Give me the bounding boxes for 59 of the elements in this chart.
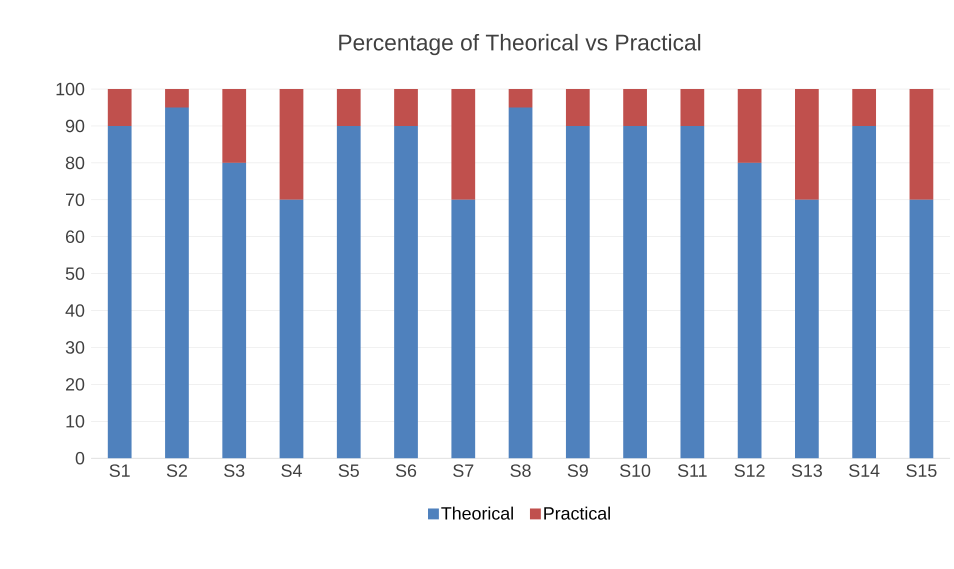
bar bbox=[108, 89, 132, 126]
bar bbox=[795, 89, 819, 200]
bar bbox=[508, 89, 532, 108]
bar bbox=[738, 162, 762, 458]
bar bbox=[852, 126, 876, 458]
bar bbox=[566, 89, 590, 126]
x-tick-label: S12 bbox=[734, 464, 765, 477]
x-tick-label: S14 bbox=[849, 464, 880, 477]
bar bbox=[394, 126, 418, 458]
bar bbox=[910, 89, 934, 200]
bar bbox=[394, 89, 418, 126]
y-tick-label: 40 bbox=[66, 304, 84, 317]
bar bbox=[165, 89, 189, 108]
x-tick-label: S6 bbox=[396, 464, 416, 477]
x-tick-label: S7 bbox=[453, 464, 474, 477]
x-tick-label: S8 bbox=[510, 464, 531, 477]
bar bbox=[623, 126, 647, 458]
legend-label: Theorical bbox=[441, 506, 513, 520]
y-tick-label: 90 bbox=[66, 120, 84, 132]
bar bbox=[222, 162, 246, 458]
bar bbox=[336, 89, 361, 126]
y-tick-label: 70 bbox=[66, 193, 84, 206]
bar bbox=[738, 89, 762, 163]
bar bbox=[566, 126, 590, 458]
bar bbox=[680, 126, 704, 458]
x-tick-label: S3 bbox=[224, 464, 244, 477]
x-tick-label: S2 bbox=[166, 464, 187, 477]
bar bbox=[336, 126, 361, 458]
x-tick-label: S4 bbox=[281, 464, 302, 477]
bar bbox=[852, 89, 876, 126]
y-tick-label: 30 bbox=[66, 341, 84, 354]
bar bbox=[280, 89, 304, 200]
y-tick-label: 20 bbox=[66, 378, 84, 391]
bar bbox=[680, 89, 704, 126]
y-tick-label: 0 bbox=[76, 452, 84, 464]
bar bbox=[451, 200, 476, 458]
y-tick-label: 10 bbox=[66, 414, 84, 428]
bar bbox=[910, 200, 934, 458]
y-tick-label: 50 bbox=[66, 267, 84, 280]
y-tick-label: 60 bbox=[66, 230, 84, 243]
x-tick-label: S9 bbox=[568, 464, 588, 477]
bar bbox=[623, 89, 647, 126]
x-tick-label: S13 bbox=[792, 464, 822, 477]
x-tick-label: S10 bbox=[620, 464, 650, 477]
x-tick-label: S11 bbox=[678, 464, 707, 477]
bar bbox=[508, 108, 532, 458]
bar bbox=[222, 89, 246, 163]
chart-title: Percentage of Theorical vs Practical bbox=[339, 34, 700, 56]
legend-label: Practical bbox=[544, 506, 610, 520]
bar bbox=[795, 200, 819, 458]
x-tick-label: S1 bbox=[110, 464, 130, 477]
bar bbox=[165, 108, 189, 458]
y-tick-label: 100 bbox=[56, 82, 84, 96]
x-tick-label: S5 bbox=[338, 464, 359, 477]
bar bbox=[451, 89, 476, 200]
bar bbox=[280, 200, 304, 458]
y-tick-label: 80 bbox=[66, 156, 84, 170]
bar bbox=[108, 126, 132, 458]
x-tick-label: S15 bbox=[906, 464, 937, 477]
